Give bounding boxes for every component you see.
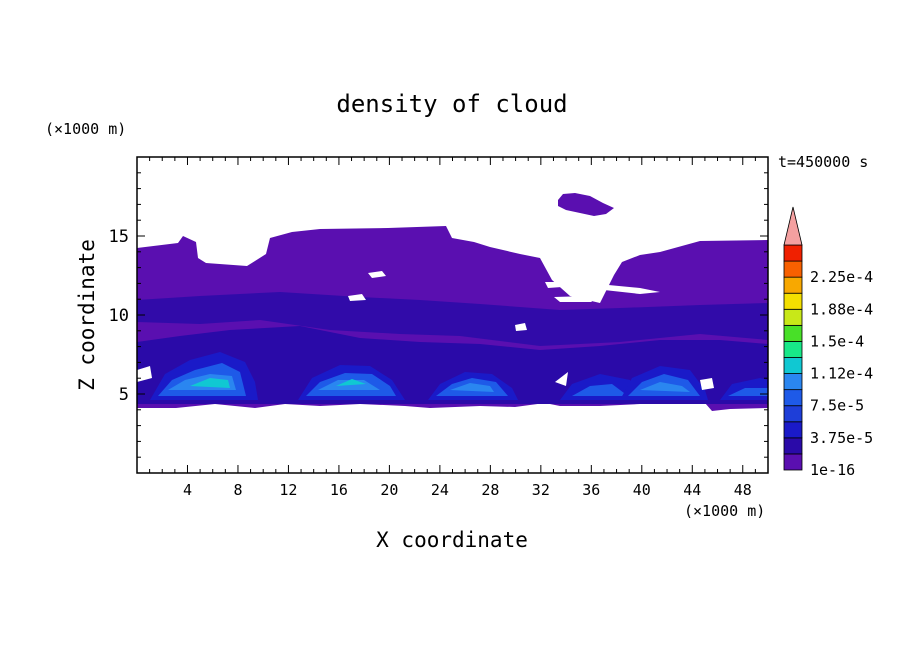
y-axis-label: Z coordinate bbox=[75, 239, 99, 391]
x-tick-label: 24 bbox=[431, 481, 449, 499]
x-unit-label: (×1000 m) bbox=[684, 502, 765, 520]
x-tick-label: 44 bbox=[683, 481, 701, 499]
density-field bbox=[137, 193, 768, 411]
y-tick-label: 15 bbox=[109, 227, 129, 247]
cloud-layer-band bbox=[137, 292, 768, 346]
colorbar-segment bbox=[783, 276, 803, 294]
x-tick-label: 12 bbox=[279, 481, 297, 499]
colorbar-segment bbox=[783, 244, 803, 262]
colorbar-label: 2.25e-4 bbox=[810, 268, 873, 286]
x-tick-label: 36 bbox=[582, 481, 600, 499]
y-tick-label: 5 bbox=[119, 385, 129, 405]
x-tick-label: 28 bbox=[481, 481, 499, 499]
x-tick-label: 16 bbox=[330, 481, 348, 499]
x-tick-label: 40 bbox=[633, 481, 651, 499]
colorbar-segment bbox=[783, 292, 803, 310]
colorbar-segment bbox=[783, 437, 803, 455]
chart-title: density of cloud bbox=[336, 90, 567, 118]
time-label: t=450000 s bbox=[778, 153, 868, 171]
colorbar-overflow-triangle bbox=[783, 206, 803, 246]
colorbar-segment bbox=[783, 389, 803, 407]
colorbar-segment bbox=[783, 421, 803, 439]
y-tick-label: 10 bbox=[109, 306, 129, 326]
colorbar-segment bbox=[783, 453, 803, 471]
colorbar-segment bbox=[783, 308, 803, 326]
x-tick-label: 8 bbox=[233, 481, 242, 499]
convective-cells bbox=[150, 352, 768, 400]
colorbar-segment bbox=[783, 324, 803, 342]
x-tick-label: 4 bbox=[183, 481, 192, 499]
colorbar-label: 3.75e-5 bbox=[810, 429, 873, 447]
colorbar-segment bbox=[783, 405, 803, 423]
colorbar-label: 1.5e-4 bbox=[810, 332, 864, 350]
colorbar-segment bbox=[783, 260, 803, 278]
colorbar-label: 1.12e-4 bbox=[810, 365, 873, 383]
colorbar-label: 1e-16 bbox=[810, 461, 855, 479]
y-ticks: 5 10 15 bbox=[109, 172, 768, 458]
isolated-cloud bbox=[558, 193, 614, 216]
colorbar-label: 7.5e-5 bbox=[810, 397, 864, 415]
x-axis-label: X coordinate bbox=[376, 528, 528, 552]
x-tick-label: 20 bbox=[380, 481, 398, 499]
colorbar-segment bbox=[783, 341, 803, 358]
x-tick-label: 32 bbox=[532, 481, 550, 499]
y-unit-label: (×1000 m) bbox=[45, 120, 126, 138]
x-tick-label: 48 bbox=[734, 481, 752, 499]
colorbar-label: 1.88e-4 bbox=[810, 300, 873, 318]
colorbar-segment bbox=[783, 373, 803, 391]
colorbar-segment bbox=[783, 357, 803, 374]
x-ticks: 4 8 12 16 20 24 28 32 36 40 44 48 bbox=[149, 157, 756, 499]
colorbar: 1e-16 3.75e-5 7.5e-5 1.12e-4 1.5e-4 1.88e-4 2.… bbox=[783, 206, 873, 479]
